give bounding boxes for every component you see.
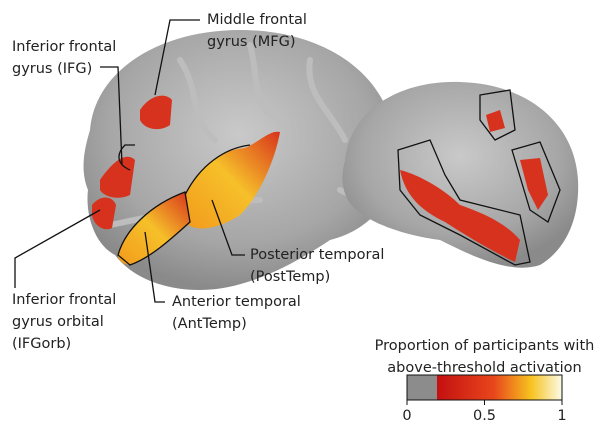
colorbar-tick-label: 0.5 (473, 408, 496, 424)
leader-posttemp (211, 199, 245, 256)
region-ifgorb (92, 197, 116, 230)
colorbar-gray (407, 375, 437, 400)
brain-right (342, 81, 579, 268)
region-label: (AntTemp) (172, 316, 247, 332)
region-mfg (140, 95, 172, 130)
region-label: gyrus (MFG) (207, 34, 296, 50)
region-label: (IFGorb) (12, 336, 71, 352)
colorbar-tick-label: 0 (402, 408, 411, 424)
leader-ifgorb (14, 209, 101, 288)
region-label: Anterior temporal (172, 294, 301, 310)
region-r-mfg (486, 110, 505, 132)
roi-outline-right (397, 89, 561, 266)
brain-left-folds (107, 42, 388, 228)
leader-mfg (154, 19, 200, 96)
region-label: gyrus (IFG) (12, 61, 92, 77)
region-label: gyrus orbital (12, 314, 104, 330)
region-label: (PostTemp) (250, 269, 330, 285)
region-label: Inferior frontal (12, 39, 116, 55)
region-r-frontal (520, 158, 548, 210)
region-anttemp (118, 192, 190, 265)
colorbar-tick-label: 1 (557, 408, 566, 424)
colorbar-title: Proportion of participants with (375, 338, 595, 354)
roi-outline-left (117, 144, 251, 266)
colorbar-title: above-threshold activation (387, 360, 581, 376)
region-posttemp (185, 131, 280, 229)
region-ifg (100, 156, 135, 198)
region-r-temporal (400, 170, 520, 262)
colorbar-gradient (437, 375, 562, 400)
region-label: Posterior temporal (250, 247, 384, 263)
region-label: Middle frontal (207, 12, 307, 28)
leader-ifg (100, 66, 123, 166)
leader-anttemp (144, 231, 165, 303)
region-label: Inferior frontal (12, 292, 116, 308)
